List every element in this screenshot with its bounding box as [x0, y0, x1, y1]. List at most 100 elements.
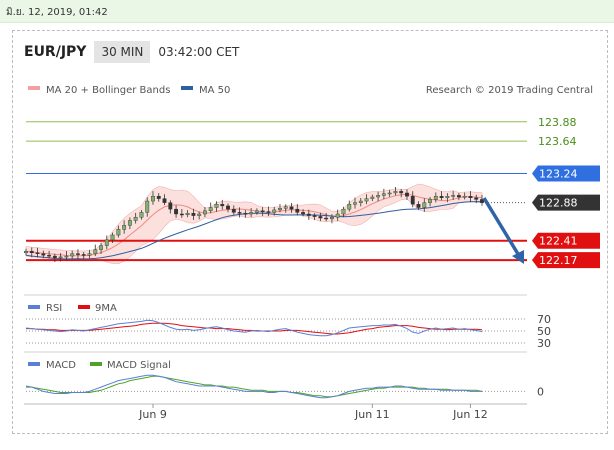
candle-body: [405, 192, 409, 197]
candle-body: [249, 212, 254, 215]
candle-body: [185, 212, 190, 216]
candle-body: [174, 208, 179, 215]
candle: [58, 253, 63, 262]
rsi-legend-label: RSI: [46, 303, 62, 314]
candle-body: [179, 213, 184, 216]
candle-body: [439, 195, 444, 199]
candle-body: [35, 252, 40, 255]
candle: [451, 191, 456, 200]
candle: [410, 191, 415, 208]
candle: [81, 252, 86, 259]
candle: [462, 192, 467, 200]
candle-body: [260, 210, 265, 212]
datestamp: มิ.ย. 12, 2019, 01:42: [6, 7, 108, 18]
candle: [399, 188, 404, 198]
candle-body: [110, 234, 115, 241]
candle-body: [295, 208, 300, 213]
candle-body: [214, 204, 219, 208]
candle: [341, 206, 346, 218]
candle: [208, 202, 213, 214]
macd-level-label: 0: [537, 385, 544, 398]
candle-body: [324, 217, 329, 220]
candle-body: [237, 212, 242, 214]
candle: [237, 207, 242, 218]
timeframe-badge[interactable]: 30 MIN: [94, 41, 151, 63]
candle-body: [289, 206, 294, 210]
candle: [422, 198, 427, 212]
x-tick-label: Jun 11: [354, 408, 390, 421]
candle-body: [76, 253, 80, 255]
candle: [41, 250, 46, 259]
candle: [347, 200, 352, 212]
candle: [127, 217, 132, 230]
candle-body: [99, 245, 103, 250]
level-tag-122.41: [532, 232, 600, 249]
chart-header: EUR/JPY 30 MIN 03:42:00 CET: [24, 40, 239, 64]
candle: [104, 235, 109, 250]
candle: [156, 193, 161, 202]
macd-line: [25, 374, 482, 399]
candle: [272, 206, 277, 216]
level-labels: 123.88 123.64 123.24 122.88 122.41 122.17: [532, 116, 600, 269]
candle-body: [283, 206, 288, 209]
candle-body: [272, 209, 277, 213]
candle-body: [474, 197, 479, 200]
level-label-123.64: 123.64: [538, 135, 577, 148]
level-tag-123.24: [532, 165, 600, 182]
candle: [439, 191, 444, 201]
candle-body: [64, 255, 69, 258]
projection-arrow: [482, 197, 524, 264]
candle: [283, 204, 288, 213]
candle-body: [410, 195, 415, 205]
candle-body: [341, 208, 346, 215]
candle: [433, 192, 438, 203]
candle-body: [41, 253, 46, 256]
candle: [387, 189, 392, 197]
candle-body: [226, 205, 230, 210]
candle: [116, 225, 121, 238]
candle-body: [87, 253, 92, 256]
level-label-122.88: 122.88: [539, 197, 578, 210]
candle: [324, 213, 329, 222]
pair-title: EUR/JPY: [24, 44, 87, 60]
level-label-123.88: 123.88: [538, 116, 577, 129]
candle-body: [416, 204, 421, 208]
candle-body: [353, 202, 357, 205]
ma50-line: [25, 201, 483, 260]
rsi-legend-swatch: [28, 305, 40, 309]
candle-body: [451, 195, 456, 197]
macd-signal-legend-label: MACD Signal: [107, 360, 171, 371]
candle: [139, 209, 144, 220]
candle-body: [24, 251, 28, 254]
ma20-legend-label: MA 20 + Bollinger Bands: [46, 85, 170, 96]
level-label-122.17: 122.17: [539, 254, 578, 267]
candle-body: [208, 207, 213, 211]
candle-body: [364, 198, 369, 202]
candle-body: [151, 195, 155, 202]
rsi-level-label: 70: [537, 313, 551, 326]
candle: [468, 191, 473, 203]
candle-body: [81, 254, 86, 256]
candle: [99, 242, 103, 254]
candle-body: [145, 200, 150, 213]
candle: [306, 209, 311, 220]
candle-body: [47, 255, 52, 257]
candle-body: [370, 196, 375, 199]
candle: [474, 194, 479, 204]
candle-body: [139, 212, 144, 218]
candle-body: [433, 195, 438, 200]
candle-body: [203, 210, 207, 215]
candle-body: [93, 249, 98, 254]
level-label-122.41: 122.41: [539, 235, 578, 248]
candle: [226, 203, 230, 213]
candle-body: [29, 251, 34, 254]
candle: [87, 249, 92, 259]
macd-legend-swatch: [28, 362, 40, 366]
candle-body: [335, 213, 340, 218]
candle-body: [197, 213, 202, 216]
candle-body: [312, 215, 317, 217]
candle: [364, 194, 369, 205]
rsi-line: [25, 319, 483, 337]
rsi-ma-legend-swatch: [78, 305, 90, 309]
ma50-legend-swatch: [181, 86, 193, 90]
